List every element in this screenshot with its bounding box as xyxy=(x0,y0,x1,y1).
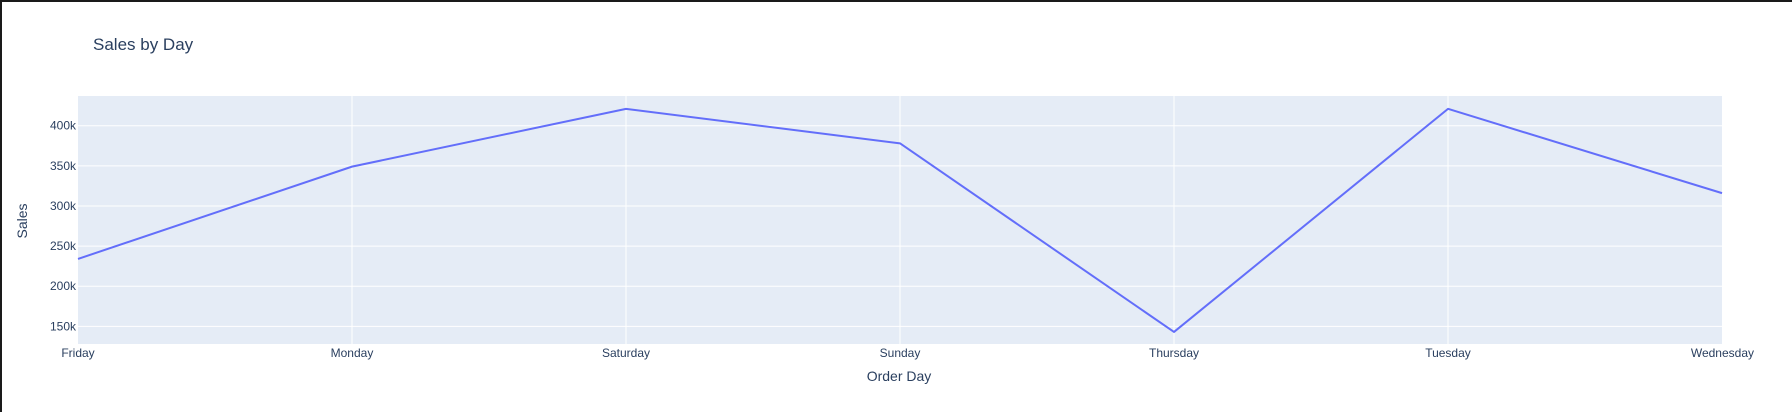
y-tick-label: 350k xyxy=(50,159,77,173)
x-tick-label: Thursday xyxy=(1149,346,1199,360)
y-tick-label: 300k xyxy=(50,199,77,213)
y-tick-labels: 150k 200k 250k 300k 350k 400k xyxy=(50,119,77,334)
x-tick-label: Monday xyxy=(331,346,374,360)
x-tick-label: Saturday xyxy=(602,346,650,360)
y-tick-label: 400k xyxy=(50,119,77,133)
x-tick-label: Tuesday xyxy=(1425,346,1471,360)
y-tick-label: 200k xyxy=(50,279,77,293)
x-axis-title: Order Day xyxy=(867,368,932,384)
x-tick-labels: Friday Monday Saturday Sunday Thursday Tuesda… xyxy=(61,346,1754,360)
chart-title: Sales by Day xyxy=(93,35,194,54)
y-tick-label: 250k xyxy=(50,239,77,253)
x-tick-label: Friday xyxy=(61,346,94,360)
y-axis-title: Sales xyxy=(14,203,30,238)
y-tick-label: 150k xyxy=(50,319,77,333)
x-tick-label: Sunday xyxy=(880,346,921,360)
x-tick-label: Wednesday xyxy=(1691,346,1754,360)
